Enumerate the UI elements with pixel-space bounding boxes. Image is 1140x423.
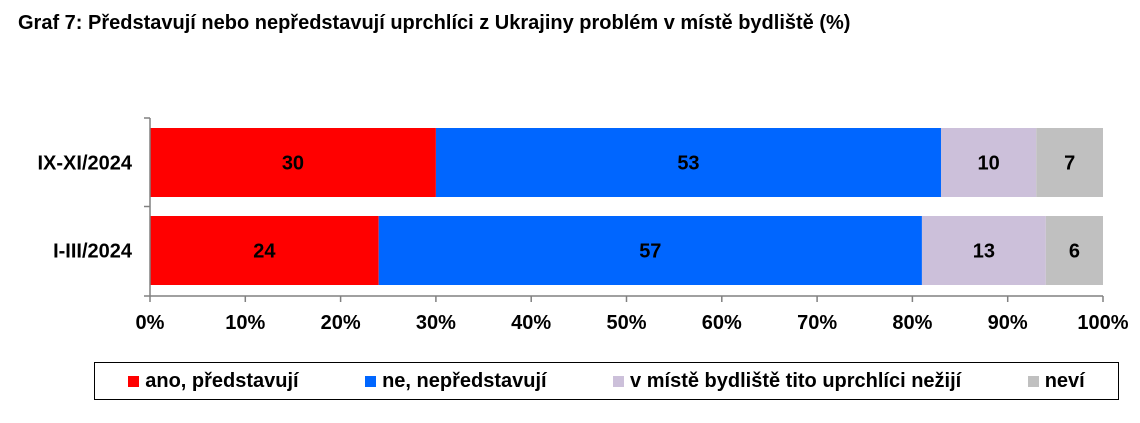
bar-segment: [150, 216, 379, 285]
chart-title: Graf 7: Představují nebo nepředstavují u…: [18, 12, 851, 34]
bar-segment: [940, 128, 1037, 197]
category-label: IX-XI/2024: [37, 153, 132, 175]
x-tick-label: 10%: [225, 312, 265, 334]
data-label: 6: [1069, 241, 1080, 263]
x-tick-label: 50%: [606, 312, 646, 334]
x-tick-label: 70%: [797, 312, 837, 334]
data-label: 7: [1064, 153, 1075, 175]
legend-swatch: [1027, 375, 1039, 387]
bar-segment: [378, 216, 922, 285]
x-tick-label: 90%: [988, 312, 1028, 334]
legend-label: v místě bydliště tito uprchlíci nežijí: [630, 369, 962, 392]
x-tick-label: 80%: [892, 312, 932, 334]
legend-label: ne, nepředstavují: [382, 369, 547, 392]
data-label: 24: [253, 241, 276, 263]
data-label: 53: [677, 153, 699, 175]
legend-item: ne, nepředstavují: [365, 370, 547, 393]
bar-segment: [921, 216, 1046, 285]
bar-segment: [150, 128, 436, 197]
legend-label: neví: [1044, 369, 1085, 392]
x-tick-label: 20%: [321, 312, 361, 334]
legend-item: v místě bydliště tito uprchlíci nežijí: [613, 370, 961, 393]
legend-item: ano, představují: [128, 369, 299, 393]
legend-label: ano, představují: [145, 369, 299, 392]
x-tick-label: 0%: [136, 312, 165, 334]
x-tick-label: 30%: [416, 312, 456, 334]
data-label: 13: [973, 241, 995, 263]
legend-item: neví: [1027, 369, 1085, 393]
x-tick-label: 60%: [702, 312, 742, 334]
data-label: 10: [978, 153, 1000, 175]
bar-segment: [435, 128, 941, 197]
legend-swatch: [128, 375, 140, 387]
legend-swatch: [613, 375, 625, 387]
data-label: 57: [639, 241, 661, 263]
category-label: I-III/2024: [53, 241, 133, 263]
x-tick-label: 100%: [1077, 312, 1128, 334]
stacked-bar-chart: 30 53 10 7 IX-XI/2024 24 57 13 6 I-III/2024 0% 10% 2…: [37, 117, 1129, 334]
legend-swatch: [365, 375, 377, 387]
x-tick-label: 40%: [511, 312, 551, 334]
bar-segment: [1036, 128, 1103, 197]
bar-segment: [1045, 216, 1103, 285]
data-label: 30: [282, 153, 304, 175]
chart-legend: ano, představují ne, nepředstavují v místě…: [94, 362, 1119, 400]
